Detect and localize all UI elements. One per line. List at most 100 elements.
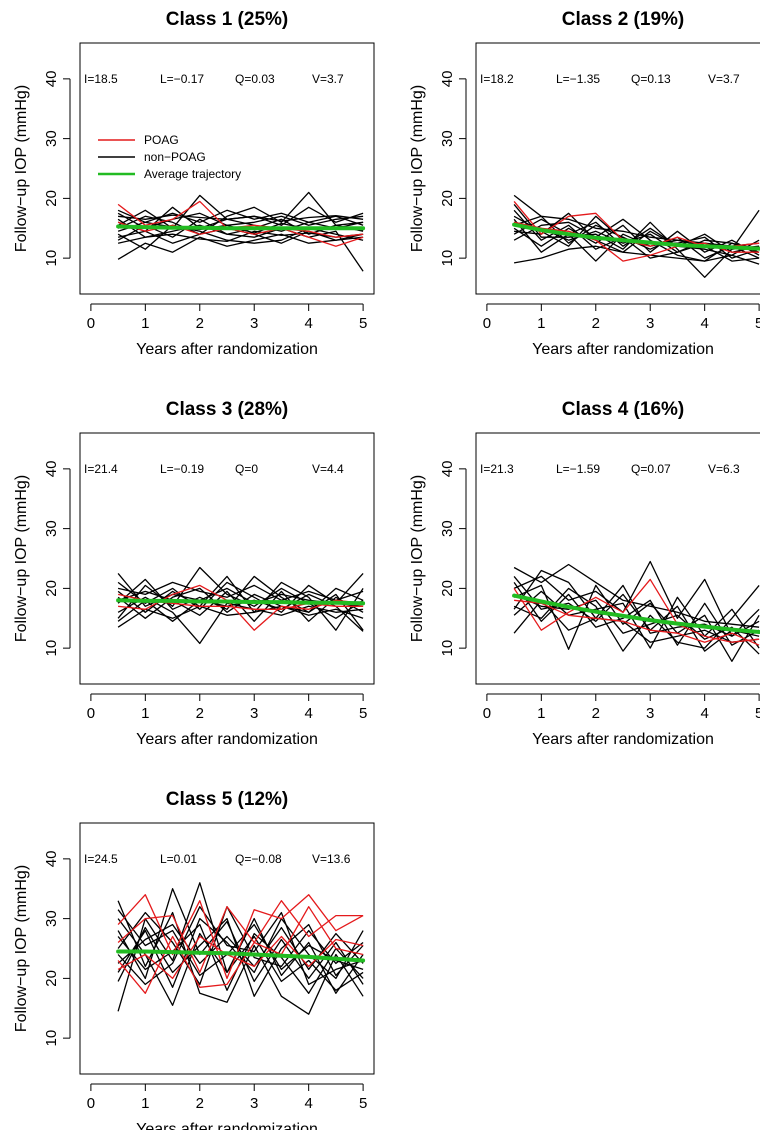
stat-label: V=4.4: [312, 462, 344, 476]
non-poag-trajectory-line: [513, 560, 760, 637]
plot-frame: [475, 432, 760, 685]
x-tick-label: 3: [250, 705, 258, 722]
panel-title: Class 5 (12%): [166, 789, 289, 810]
y-tick-label: 10: [439, 250, 456, 267]
x-tick-label: 0: [87, 705, 95, 722]
non-poag-trajectory-line: [117, 923, 364, 971]
stat-label: Q=0.13: [631, 72, 671, 86]
y-tick-label: 40: [43, 851, 60, 868]
x-tick-label: 1: [141, 315, 149, 332]
y-tick-label: 20: [43, 580, 60, 597]
non-poag-trajectory-line: [117, 923, 364, 994]
x-tick-label: 3: [646, 705, 654, 722]
non-poag-trajectory-line: [117, 906, 364, 986]
poag-trajectory-line: [514, 599, 760, 646]
x-tick-label: 4: [304, 1095, 312, 1112]
stat-label: I=21.4: [84, 462, 118, 476]
y-tick-label: 40: [43, 461, 60, 478]
x-axis-label: Years after randomization: [532, 341, 714, 358]
x-tick-label: 1: [141, 705, 149, 722]
x-axis-label: Years after randomization: [136, 1121, 318, 1130]
stat-label: Q=0: [235, 462, 258, 476]
non-poag-trajectory-line: [513, 245, 760, 265]
poag-trajectory-line: [117, 935, 364, 980]
stat-label: L=−1.59: [556, 462, 600, 476]
chart-panel-5: Class 5 (12%) I=24.5 L=0.01 Q=−0.08 V=13.6 0 1…: [13, 789, 375, 1130]
non-poag-trajectory-line: [513, 203, 760, 278]
stat-label: V=3.7: [708, 72, 740, 86]
x-tick-label: 1: [537, 705, 545, 722]
stat-label: I=18.5: [84, 72, 118, 86]
y-tick-label: 20: [439, 580, 456, 597]
trajectory-group: [513, 560, 760, 662]
trajectory-group: [117, 566, 364, 645]
non-poag-trajectory-line: [513, 575, 760, 652]
y-tick-label: 30: [439, 130, 456, 147]
average-trajectory-line: [512, 593, 760, 634]
y-tick-label: 30: [439, 520, 456, 537]
legend-label: Average trajectory: [144, 167, 241, 181]
panel-title: Class 1 (25%): [166, 9, 289, 30]
legend: POAG non−POAG Average trajectory: [98, 133, 241, 181]
poag-trajectory-line: [117, 894, 364, 980]
non-poag-trajectory-line: [117, 605, 364, 628]
x-tick-label: 5: [359, 705, 367, 722]
non-poag-trajectory-line: [513, 218, 760, 253]
legend-label: non−POAG: [144, 150, 206, 164]
y-tick-label: 10: [43, 640, 60, 657]
x-tick-label: 2: [196, 315, 204, 332]
non-poag-trajectory-line: [117, 233, 364, 260]
non-poag-trajectory-line: [117, 590, 364, 622]
non-poag-trajectory-line: [117, 212, 364, 229]
x-tick-label: 4: [304, 315, 312, 332]
non-poag-trajectory-line: [513, 569, 760, 637]
x-tick-label: 0: [87, 315, 95, 332]
x-tick-label: 0: [87, 1095, 95, 1112]
stat-label: L=−1.35: [556, 72, 600, 86]
x-tick-label: 4: [700, 315, 708, 332]
x-tick-label: 1: [141, 1095, 149, 1112]
stat-label: L=−0.19: [160, 462, 204, 476]
x-axis-label: Years after randomization: [136, 341, 318, 358]
non-poag-trajectory-line: [513, 593, 760, 655]
stat-label: L=−0.17: [160, 72, 204, 86]
y-axis-label: Follow−up IOP (mmHg): [13, 85, 30, 252]
non-poag-trajectory-line: [117, 906, 364, 986]
trajectory-group: [117, 191, 364, 272]
x-axis-label: Years after randomization: [532, 731, 714, 748]
chart-panel-4: Class 4 (16%) I=21.3 L=−1.59 Q=0.07 V=6.3 0 1 2…: [409, 399, 760, 748]
x-tick-label: 2: [196, 1095, 204, 1112]
x-tick-label: 5: [359, 1095, 367, 1112]
non-poag-trajectory-line: [117, 900, 364, 1015]
y-tick-label: 40: [43, 71, 60, 88]
x-tick-label: 4: [304, 705, 312, 722]
average-trajectory-line: [116, 949, 366, 963]
x-tick-label: 3: [646, 315, 654, 332]
panel-title: Class 3 (28%): [166, 399, 289, 420]
trajectory-group: [513, 194, 760, 278]
stat-label: Q=−0.08: [235, 852, 282, 866]
stat-label: I=21.3: [480, 462, 514, 476]
x-tick-label: 4: [700, 705, 708, 722]
y-tick-label: 30: [43, 910, 60, 927]
y-axis-label: Follow−up IOP (mmHg): [409, 475, 426, 642]
stat-label: I=24.5: [84, 852, 118, 866]
y-tick-label: 30: [43, 520, 60, 537]
x-tick-label: 3: [250, 315, 258, 332]
plot-frame: [79, 42, 375, 295]
y-tick-label: 40: [439, 461, 456, 478]
x-tick-label: 5: [755, 315, 760, 332]
poag-trajectory-line: [117, 906, 364, 974]
poag-trajectory-line: [513, 578, 760, 643]
y-axis-label: Follow−up IOP (mmHg): [409, 85, 426, 252]
x-tick-label: 2: [196, 705, 204, 722]
plot-frame: [79, 822, 375, 1075]
non-poag-trajectory-line: [513, 599, 760, 643]
y-tick-label: 20: [43, 970, 60, 987]
y-tick-label: 30: [43, 130, 60, 147]
stat-label: V=3.7: [312, 72, 344, 86]
x-tick-label: 3: [250, 1095, 258, 1112]
stat-label: V=13.6: [312, 852, 351, 866]
x-tick-label: 1: [537, 315, 545, 332]
